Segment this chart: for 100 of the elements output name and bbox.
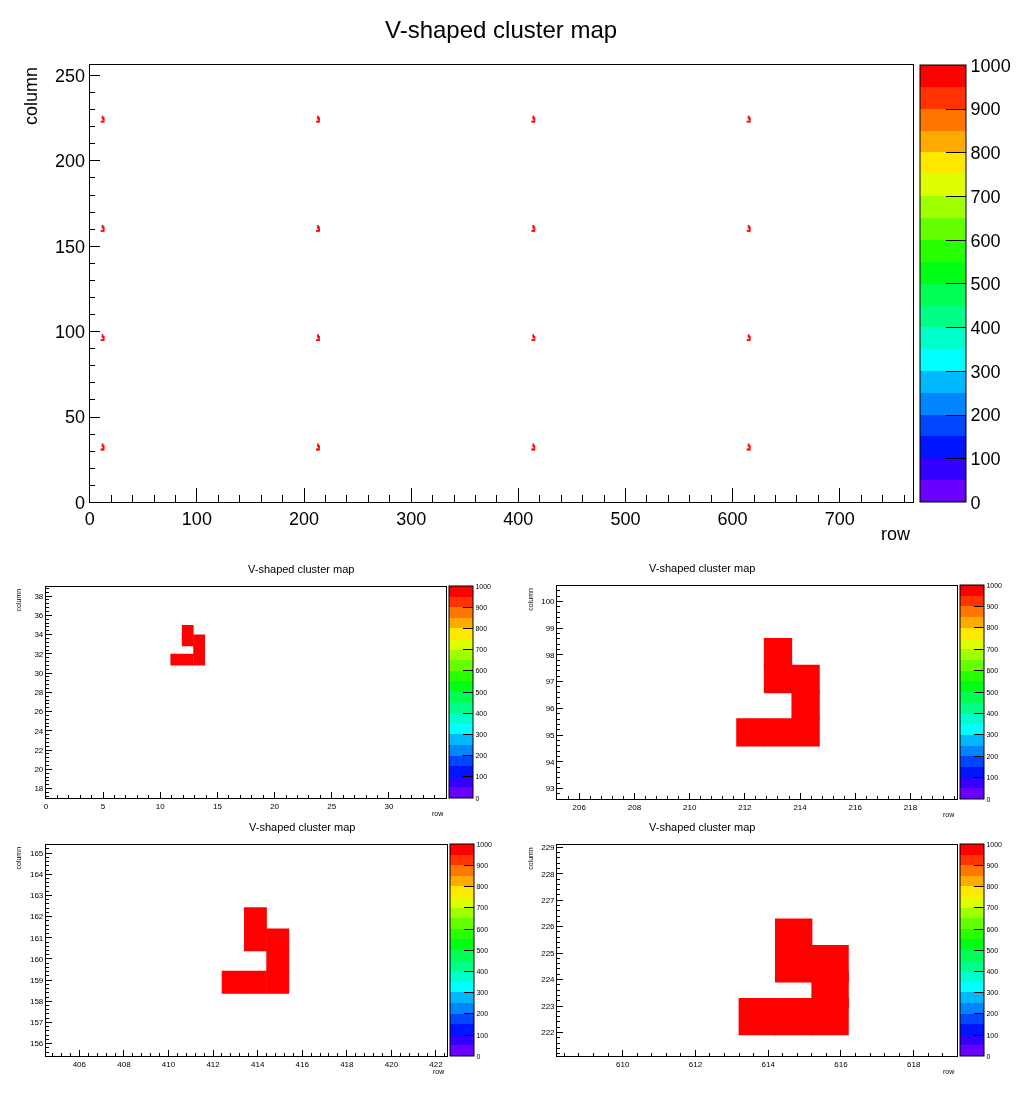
- y-axis-title: column: [21, 66, 42, 126]
- point: [221, 970, 245, 994]
- x-tick-label: 500: [610, 509, 641, 530]
- x-tick-label: 616: [834, 1059, 849, 1069]
- x-tick-label: 418: [340, 1059, 355, 1069]
- color-bar-label: 200: [970, 405, 1001, 426]
- y-tick-label: 156: [29, 1039, 44, 1049]
- x-tick-label: 15: [212, 801, 223, 811]
- y-tick-label: 159: [29, 975, 44, 985]
- x-tick-label: 618: [907, 1059, 921, 1069]
- x-tick-label: 208: [627, 802, 642, 812]
- color-bar-label: 700: [970, 186, 1001, 207]
- point: [763, 664, 793, 694]
- point: [791, 664, 820, 694]
- y-tick-label: 99: [545, 624, 556, 634]
- y-tick-label: 100: [55, 321, 86, 342]
- y-tick-label: 165: [29, 848, 44, 858]
- y-tick-label: 222: [541, 1028, 556, 1038]
- y-tick-label: 100: [541, 597, 556, 607]
- y-tick-label: 96: [545, 704, 556, 714]
- y-tick-label: 97: [545, 677, 556, 687]
- y-tick-label: 150: [55, 236, 86, 257]
- point: [763, 638, 793, 667]
- x-tick-label: 612: [688, 1059, 703, 1069]
- x-tick-label: 210: [682, 802, 697, 812]
- point: [791, 691, 820, 720]
- x-tick-label: 10: [155, 801, 166, 811]
- x-tick-label: 218: [903, 802, 918, 812]
- point: [266, 970, 290, 994]
- x-tick-label: 206: [572, 802, 587, 812]
- color-bar-label: 100: [970, 449, 1001, 470]
- y-tick-label: 38: [34, 591, 44, 601]
- x-tick-label: 25: [327, 801, 337, 811]
- y-tick-label: 32: [34, 649, 44, 659]
- x-tick-label: 700: [824, 509, 855, 530]
- y-tick-label: 94: [545, 757, 556, 767]
- point: [791, 718, 820, 747]
- point: [181, 624, 194, 637]
- point: [181, 653, 194, 666]
- y-tick-label: 226: [541, 922, 556, 932]
- x-tick-label: 408: [117, 1059, 132, 1069]
- x-tick-label: 414: [250, 1059, 265, 1069]
- point: [243, 970, 267, 994]
- color-bar-label: 400: [970, 317, 1001, 338]
- x-tick-label: 422: [429, 1059, 444, 1069]
- color-bar-label: 1000: [970, 55, 1011, 76]
- y-tick-label: 36: [34, 611, 44, 621]
- point: [811, 945, 849, 983]
- y-tick-label: 95: [545, 730, 556, 740]
- color-bar-label: 500: [970, 274, 1001, 295]
- y-tick-label: 250: [55, 65, 86, 86]
- y-tick-label: 229: [541, 843, 556, 853]
- color-bar-label: 300: [970, 361, 1001, 382]
- point: [243, 907, 267, 931]
- y-tick-label: 28: [34, 688, 44, 698]
- y-tick-label: 158: [29, 997, 44, 1007]
- x-tick-label: 20: [270, 801, 280, 811]
- y-tick-label: 227: [541, 896, 556, 906]
- x-tick-label: 214: [793, 802, 808, 812]
- y-tick-label: 20: [34, 765, 44, 775]
- y-tick-label: 228: [541, 869, 556, 879]
- y-tick-label: 98: [545, 650, 556, 660]
- x-tick-label: 406: [72, 1059, 87, 1069]
- y-tick-label: 200: [55, 151, 86, 172]
- x-tick-label: 600: [717, 509, 748, 530]
- x-tick-label: 300: [396, 509, 427, 530]
- x-tick-label: 200: [288, 509, 320, 530]
- y-tick-label: 22: [34, 745, 44, 755]
- y-tick-label: 24: [34, 726, 44, 736]
- y-tick-label: 18: [34, 784, 44, 794]
- x-tick-label: 412: [206, 1059, 221, 1069]
- x-tick-label: 410: [161, 1059, 176, 1069]
- y-tick-label: 163: [29, 891, 44, 901]
- point: [775, 997, 813, 1036]
- x-tick-label: 420: [384, 1059, 399, 1069]
- x-tick-label: 212: [738, 802, 753, 812]
- color-bar-label: 800: [970, 143, 1001, 164]
- point: [193, 634, 206, 647]
- color-bar-label: 0: [970, 492, 981, 513]
- y-tick-label: 225: [541, 948, 556, 958]
- y-tick-label: 93: [545, 784, 556, 794]
- color-bar-label: 600: [970, 230, 1001, 251]
- y-tick-label: 157: [29, 1018, 44, 1028]
- point: [738, 997, 776, 1036]
- chart-title: V-shaped cluster map: [249, 821, 356, 833]
- y-tick-label: 223: [541, 1001, 556, 1011]
- point: [266, 949, 290, 973]
- x-tick-label: 5: [100, 801, 106, 811]
- x-axis-title: row: [881, 524, 911, 544]
- chart-title: V-shaped cluster map: [649, 562, 756, 574]
- point: [736, 718, 765, 747]
- y-tick-label: 26: [34, 707, 44, 717]
- x-tick-label: 30: [384, 801, 394, 811]
- chart-title: V-shaped cluster map: [649, 821, 756, 833]
- x-tick-label: 614: [761, 1059, 776, 1069]
- point: [266, 928, 290, 952]
- color-bar-label: 900: [970, 99, 1001, 120]
- point: [170, 653, 183, 666]
- x-tick-label: 610: [615, 1059, 630, 1069]
- y-tick-label: 160: [29, 954, 44, 964]
